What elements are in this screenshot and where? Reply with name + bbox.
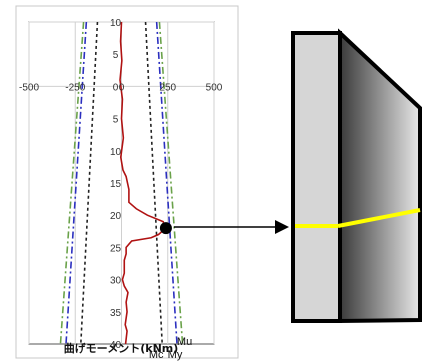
y-tick-label: 20 [110, 211, 122, 222]
x-tick-label: 0 [119, 82, 125, 93]
reference-line-my [155, 21, 178, 345]
connector-arrowhead [275, 220, 289, 234]
reference-line-mu [158, 21, 184, 345]
series-label-my: My [168, 349, 183, 361]
x-tick-label: -500 [19, 82, 39, 93]
y-tick-label: 15 [110, 179, 122, 190]
reference-lines [59, 21, 184, 345]
y-tick-label: 30 [110, 276, 122, 287]
marker-point [159, 222, 172, 235]
y-tick-label: 0 [113, 82, 119, 93]
x-tick-label: 250 [159, 82, 176, 93]
reference-line-mu [59, 21, 85, 345]
reference-line-my [65, 21, 88, 345]
x-tick-label: 500 [206, 82, 223, 93]
y-tick-label: 10 [110, 18, 122, 29]
beam-front-face [291, 31, 342, 323]
tick-labels: -500 -250 0 250 500 10 5 0 5 10 15 20 25 30 35 40 [19, 18, 223, 351]
y-tick-label: 40 [110, 340, 122, 351]
beam-taper-body [338, 28, 422, 324]
y-tick-label: 25 [110, 243, 122, 254]
y-tick-label: 5 [113, 115, 119, 126]
y-tick-label: 10 [110, 147, 122, 158]
series-label-mc: Mc [149, 349, 164, 361]
y-tick-label: 5 [113, 50, 119, 61]
moment-profile [119, 21, 172, 345]
x-axis-title: 曲げモーメント(kNm) [64, 341, 179, 355]
y-tick-label: 35 [110, 308, 122, 319]
beam-section-highlight-taper [337, 208, 421, 228]
series-label-mu: Mu [177, 336, 192, 348]
x-tick-label: -250 [65, 82, 85, 93]
